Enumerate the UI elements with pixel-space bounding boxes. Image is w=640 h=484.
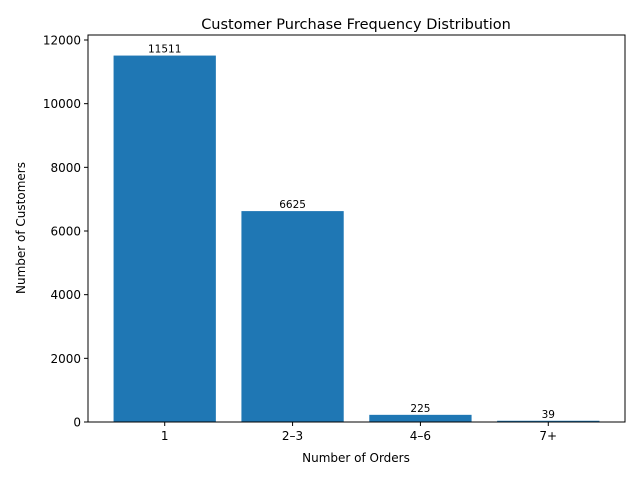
y-tick-label: 10000 xyxy=(43,97,81,111)
data-label: 6625 xyxy=(279,199,306,211)
y-tick-label: 4000 xyxy=(50,288,81,302)
x-tick-label: 1 xyxy=(161,429,169,443)
y-tick-label: 0 xyxy=(73,416,81,430)
x-axis: 1 2–3 4–6 7+ xyxy=(161,422,557,443)
x-axis-label: Number of Orders xyxy=(302,451,410,465)
data-labels-group: 11511 6625 225 39 xyxy=(148,44,555,421)
chart-title: Customer Purchase Frequency Distribution xyxy=(201,17,511,33)
y-tick-label: 6000 xyxy=(50,225,81,239)
data-label: 225 xyxy=(410,403,430,415)
y-tick-label: 8000 xyxy=(50,161,81,175)
bar-1 xyxy=(113,55,216,423)
data-label: 39 xyxy=(542,409,555,421)
x-tick-label: 4–6 xyxy=(410,429,431,443)
bars-group xyxy=(113,55,600,423)
y-axis: 0 2000 4000 6000 8000 10000 12000 xyxy=(43,34,88,430)
bar-4 xyxy=(497,420,600,422)
y-tick-label: 2000 xyxy=(50,352,81,366)
bar-2 xyxy=(241,211,344,422)
plot-frame xyxy=(87,34,626,423)
y-tick-label: 12000 xyxy=(43,34,81,48)
x-tick-label: 2–3 xyxy=(282,429,303,443)
y-axis-label: Number of Customers xyxy=(14,162,28,294)
bar-3 xyxy=(369,414,472,422)
data-label: 11511 xyxy=(148,44,181,56)
x-tick-label: 7+ xyxy=(539,429,557,443)
